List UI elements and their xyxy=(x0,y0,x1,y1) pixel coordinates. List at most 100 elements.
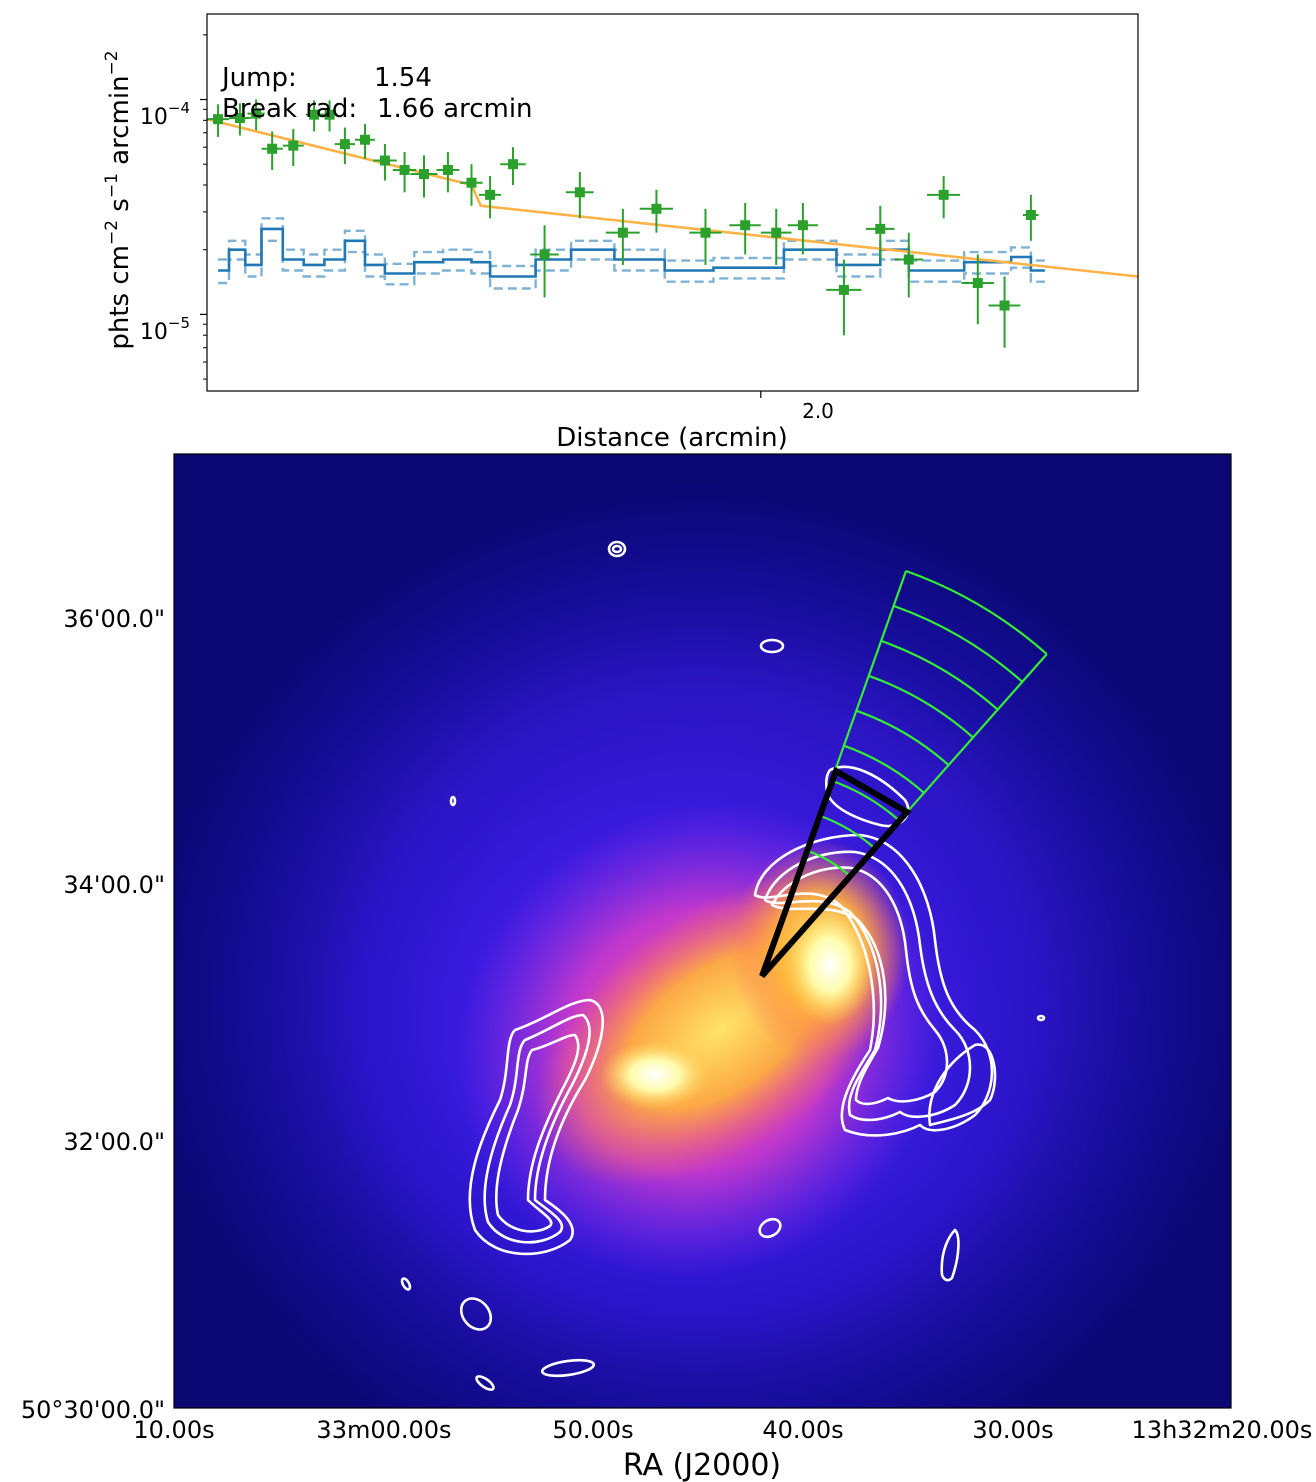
data-marker xyxy=(740,220,751,231)
data-marker xyxy=(379,155,390,166)
profile-axes-frame xyxy=(206,13,1139,392)
data-point xyxy=(605,208,640,265)
selected-sector-wedge xyxy=(759,766,912,978)
image-xlabel: RA (J2000) xyxy=(623,1448,781,1482)
data-marker xyxy=(442,164,453,175)
annulus-arc xyxy=(893,604,1024,683)
data-point xyxy=(321,100,338,132)
data-point xyxy=(639,189,673,233)
y-tick-exp: −5 xyxy=(168,314,190,332)
background-error-step xyxy=(218,217,1045,268)
data-point xyxy=(207,104,229,137)
ra-tick: 30.00s xyxy=(972,1416,1053,1444)
annotation-jump-key: Jump: xyxy=(220,63,297,93)
image-axes-frame xyxy=(173,453,1232,1409)
data-point xyxy=(436,152,460,193)
data-point xyxy=(460,164,483,206)
data-marker xyxy=(234,113,245,124)
contour-small-a xyxy=(759,638,785,654)
data-point xyxy=(961,254,994,325)
data-marker xyxy=(972,277,983,288)
dec-tick-labels: 50°30'00.0" 32'00.0" 34'00.0" 36'00.0" xyxy=(21,605,165,1424)
model-line xyxy=(207,117,1138,278)
contour-north-knot xyxy=(607,540,627,558)
data-point xyxy=(729,203,761,255)
background-error-lines xyxy=(218,217,1045,290)
data-point xyxy=(826,259,862,336)
radio-contours xyxy=(400,540,1046,1391)
contour-small-e xyxy=(400,1277,412,1291)
data-marker xyxy=(700,227,711,238)
contour-southwest-relic xyxy=(928,1043,997,1127)
contour-west-relic-inner xyxy=(770,866,949,1106)
data-point xyxy=(530,225,559,298)
data-marker xyxy=(999,300,1010,311)
contour-south-blob xyxy=(940,1228,960,1282)
profile-ylabel: phts cm−2 s−1 arcmin−2 xyxy=(102,50,135,349)
emission-core-west xyxy=(785,905,875,1025)
data-marker xyxy=(574,187,585,198)
model-curve xyxy=(207,117,1138,278)
data-point xyxy=(927,176,961,219)
data-points xyxy=(207,99,1039,348)
data-point xyxy=(865,205,895,260)
profile-ticks xyxy=(200,34,762,398)
xray-image-panel: 10.00s 33m00.00s 50.00s 40.00s 30.00s 13… xyxy=(21,453,1313,1482)
profile-panel: Jump: 1.54 Break rad: 1.66 arcmin Distan… xyxy=(102,13,1139,453)
dec-tick: 34'00.0" xyxy=(63,871,165,899)
data-marker xyxy=(419,169,430,180)
data-point xyxy=(787,203,818,255)
background-error-step xyxy=(218,239,1045,290)
annulus-arc xyxy=(880,639,999,711)
dec-tick: 50°30'00.0" xyxy=(21,1396,165,1424)
data-point xyxy=(392,152,417,193)
data-point xyxy=(479,176,502,219)
data-point xyxy=(988,276,1021,348)
data-point xyxy=(247,99,265,131)
y-tick-exp: −4 xyxy=(168,99,190,117)
contour-small-f xyxy=(459,1297,493,1331)
data-point xyxy=(760,208,792,265)
contour-northwest-blob xyxy=(824,765,910,828)
annotation-break-value: 1.66 arcmin xyxy=(377,94,533,124)
data-point xyxy=(261,131,283,170)
data-marker xyxy=(213,114,224,125)
data-marker xyxy=(617,227,628,238)
contour-small-h xyxy=(475,1375,495,1391)
dec-tick: 36'00.0" xyxy=(63,605,165,633)
data-point xyxy=(373,144,397,181)
data-marker xyxy=(251,108,262,119)
data-point xyxy=(334,127,355,165)
data-point xyxy=(689,208,722,265)
annulus-arc xyxy=(843,744,925,794)
contour-north-knot-inner xyxy=(611,544,623,554)
x-tick-label: 2.0 xyxy=(802,399,834,423)
data-marker xyxy=(324,109,335,120)
y-tick-label-1e-4: 10−4 xyxy=(140,99,190,130)
data-marker xyxy=(288,140,299,151)
contour-east-relic-inner xyxy=(494,1033,580,1233)
data-point xyxy=(410,155,438,198)
data-point xyxy=(355,123,375,159)
data-point xyxy=(894,232,923,298)
data-marker xyxy=(771,227,782,238)
data-point xyxy=(282,128,304,167)
y-tick-label-1e-5: 10−5 xyxy=(140,314,190,345)
ylabel-part-5: −2 xyxy=(102,50,122,75)
emission-core-east xyxy=(600,1040,710,1110)
data-marker xyxy=(508,159,519,170)
dec-tick: 32'00.0" xyxy=(63,1128,165,1156)
annotation-jump-value: 1.54 xyxy=(374,63,432,93)
data-marker xyxy=(360,134,371,145)
ra-tick: 10.00s xyxy=(133,1416,214,1444)
y-tick-base: 10 xyxy=(140,105,168,130)
contour-west-relic-mid xyxy=(763,850,972,1122)
data-marker xyxy=(309,109,320,120)
contour-small-d xyxy=(758,1217,782,1239)
ylabel-part-0: phts cm xyxy=(105,245,135,350)
contour-small-b xyxy=(449,795,457,807)
ylabel-part-2: s xyxy=(105,198,135,220)
ra-tick: 13h32m20.00s xyxy=(1132,1416,1313,1444)
contour-west-relic-outer xyxy=(753,833,994,1137)
